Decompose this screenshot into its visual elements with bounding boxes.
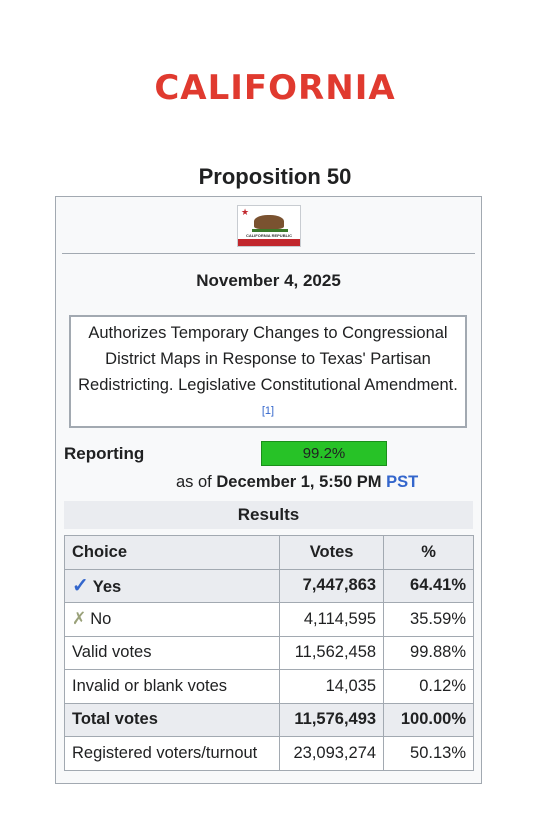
votes-cell: 14,035	[279, 669, 385, 704]
votes-cell: 23,093,274	[279, 736, 385, 771]
description-text: Authorizes Temporary Changes to Congress…	[78, 324, 458, 394]
cross-icon: ✗	[72, 609, 87, 629]
choice-cell: Invalid or blank votes	[63, 669, 281, 704]
percent-cell: 100.00%	[383, 702, 474, 737]
percent-cell: 64.41%	[383, 568, 474, 603]
divider	[62, 253, 475, 254]
citation-link[interactable]: [1]	[261, 405, 275, 417]
votes-cell: 11,562,458	[279, 635, 385, 670]
percent-cell: 0.12%	[383, 669, 474, 704]
as-of-prefix: as of	[176, 473, 212, 491]
california-flag-image[interactable]: ★ CALIFORNIA REPUBLIC	[237, 205, 301, 247]
results-table: Choice Votes % ✓ Yes 7,447,863 64.41% ✗ No…	[63, 535, 474, 771]
votes-cell: 11,576,493	[279, 702, 385, 737]
column-header-votes: Votes	[279, 535, 385, 570]
as-of-time: December 1, 5:50 PM	[216, 473, 382, 491]
flag-grass	[252, 229, 288, 232]
votes-cell: 4,114,595	[279, 602, 385, 637]
column-header-choice: Choice	[63, 535, 281, 570]
table-row: Invalid or blank votes 14,035 0.12%	[63, 669, 474, 704]
reporting-value: 99.2%	[302, 445, 346, 462]
choice-label: Yes	[92, 578, 122, 597]
as-of-line: as of December 1, 5:50 PM PST	[176, 473, 418, 492]
choice-cell: Valid votes	[63, 635, 281, 670]
flag-text: CALIFORNIA REPUBLIC	[245, 233, 293, 238]
infobox: ★ CALIFORNIA REPUBLIC November 4, 2025 A…	[55, 196, 482, 784]
bear-icon	[254, 215, 284, 229]
votes-cell: 7,447,863	[279, 568, 385, 603]
table-row: ✓ Yes 7,447,863 64.41%	[63, 568, 474, 603]
table-row: Total votes 11,576,493 100.00%	[63, 702, 474, 737]
choice-cell: ✗ No	[63, 602, 281, 637]
headline: CALIFORNIA	[154, 68, 396, 108]
proposition-description: Authorizes Temporary Changes to Congress…	[69, 315, 467, 428]
reporting-label: Reporting	[64, 444, 145, 463]
percent-cell: 99.88%	[383, 635, 474, 670]
percent-cell: 35.59%	[383, 602, 474, 637]
results-header: Results	[64, 501, 473, 529]
percent-cell: 50.13%	[383, 736, 474, 771]
timezone-link[interactable]: PST	[386, 473, 419, 491]
election-date: November 4, 2025	[196, 271, 341, 290]
table-row: Registered voters/turnout 23,093,274 50.…	[63, 736, 474, 771]
choice-cell: Registered voters/turnout	[63, 736, 281, 771]
table-row: ✗ No 4,114,595 35.59%	[63, 602, 474, 637]
check-icon: ✓	[72, 575, 89, 598]
reporting-progress-bar: 99.2%	[261, 441, 387, 466]
infobox-caption: Proposition 50	[198, 164, 352, 189]
flag-band	[238, 239, 300, 246]
choice-cell: ✓ Yes	[63, 568, 281, 603]
star-icon: ★	[241, 207, 250, 217]
choice-label: No	[90, 610, 112, 629]
table-row: Valid votes 11,562,458 99.88%	[63, 635, 474, 670]
column-header-percent: %	[383, 535, 474, 570]
choice-cell: Total votes	[63, 702, 281, 737]
